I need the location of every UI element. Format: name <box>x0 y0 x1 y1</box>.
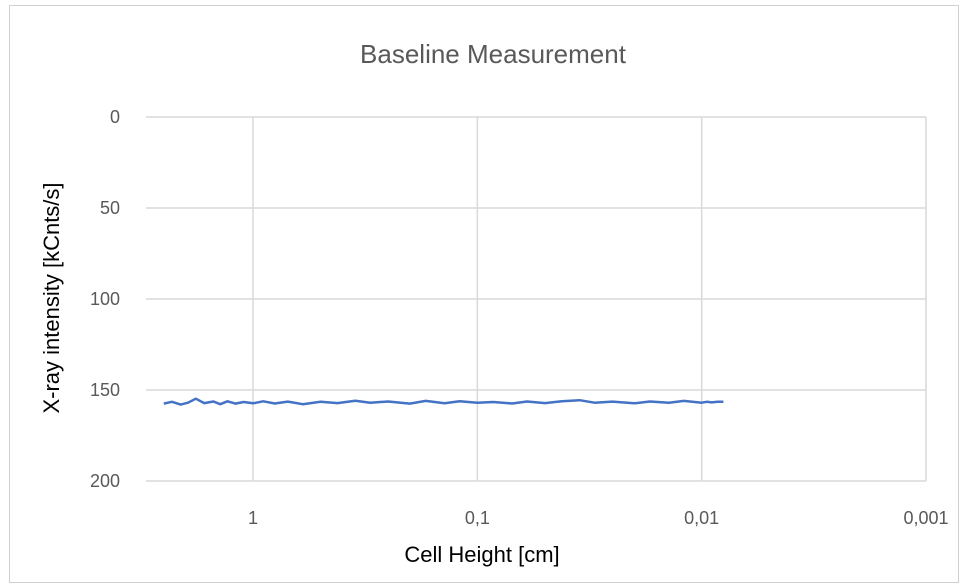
chart-frame <box>9 5 959 583</box>
chart-title: Baseline Measurement <box>360 39 627 69</box>
y-tick-label: 50 <box>100 198 120 218</box>
x-tick-label: 0,001 <box>903 508 948 528</box>
series-line <box>163 397 724 406</box>
x-tick-label: 0,1 <box>465 508 490 528</box>
y-axis-title: X-ray intensity [kCnts/s] <box>39 182 64 413</box>
y-tick-labels: 0 50 100 150 200 <box>90 107 120 491</box>
series-group <box>163 397 724 406</box>
grid <box>146 116 927 482</box>
x-tick-labels: 1 0,1 0,01 0,001 <box>248 508 949 528</box>
x-tick-label: 1 <box>248 508 258 528</box>
x-tick-label: 0,01 <box>684 508 719 528</box>
y-tick-label: 0 <box>110 107 120 127</box>
y-tick-label: 100 <box>90 289 120 309</box>
y-tick-label: 150 <box>90 380 120 400</box>
x-axis-title: Cell Height [cm] <box>404 542 559 567</box>
y-tick-label: 200 <box>90 471 120 491</box>
